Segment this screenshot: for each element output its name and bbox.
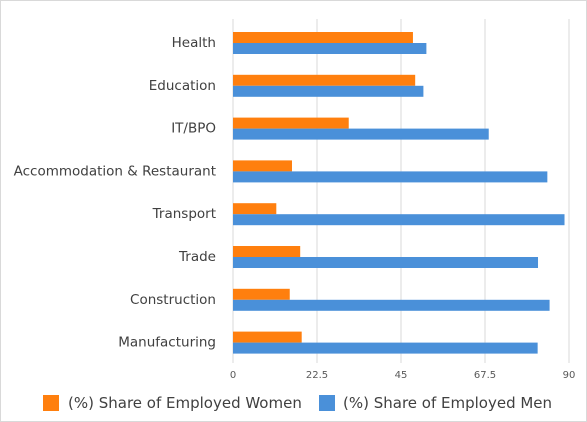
category-label: Transport xyxy=(152,206,216,222)
legend-label: (%) Share of Employed Women xyxy=(68,394,302,412)
legend-swatch xyxy=(319,395,335,411)
bar-men xyxy=(233,299,550,311)
category-label: IT/BPO xyxy=(171,121,216,137)
bar-women xyxy=(233,74,416,86)
bar-women xyxy=(233,160,292,172)
x-tick-label: 0 xyxy=(230,370,236,381)
bar-men xyxy=(233,342,538,354)
legend-label: (%) Share of Employed Men xyxy=(343,394,552,412)
bar-men xyxy=(233,257,539,268)
x-tick-label: 90 xyxy=(563,370,576,381)
bar-women xyxy=(233,331,302,343)
bar-men xyxy=(233,43,427,54)
category-label: Manufacturing xyxy=(118,335,216,351)
category-label: Trade xyxy=(178,249,216,265)
x-tick-label: 45 xyxy=(395,370,408,381)
bar-women xyxy=(233,117,349,129)
bar-men xyxy=(233,85,424,97)
legend-swatch xyxy=(43,395,59,411)
category-label: Health xyxy=(172,35,216,51)
bar-men xyxy=(233,214,565,226)
bar-women xyxy=(233,32,413,43)
bar-women xyxy=(233,203,277,215)
legend: (%) Share of Employed Women (%) Share of … xyxy=(43,394,552,412)
bar-men xyxy=(233,171,548,183)
grid-lines xyxy=(232,19,570,363)
category-labels: Health Education IT/BPO Accommodation & Res… xyxy=(14,35,216,351)
x-tick-labels: 0 22.5 45 67.5 90 xyxy=(230,370,576,381)
bar-men xyxy=(233,128,489,140)
category-label: Accommodation & Restaurant xyxy=(14,163,216,179)
x-tick-label: 22.5 xyxy=(306,370,328,381)
bars xyxy=(233,32,565,354)
bar-women xyxy=(233,288,290,300)
bar-women xyxy=(233,246,301,257)
x-tick-label: 67.5 xyxy=(474,370,496,381)
category-label: Construction xyxy=(130,292,216,308)
category-label: Education xyxy=(149,78,216,94)
